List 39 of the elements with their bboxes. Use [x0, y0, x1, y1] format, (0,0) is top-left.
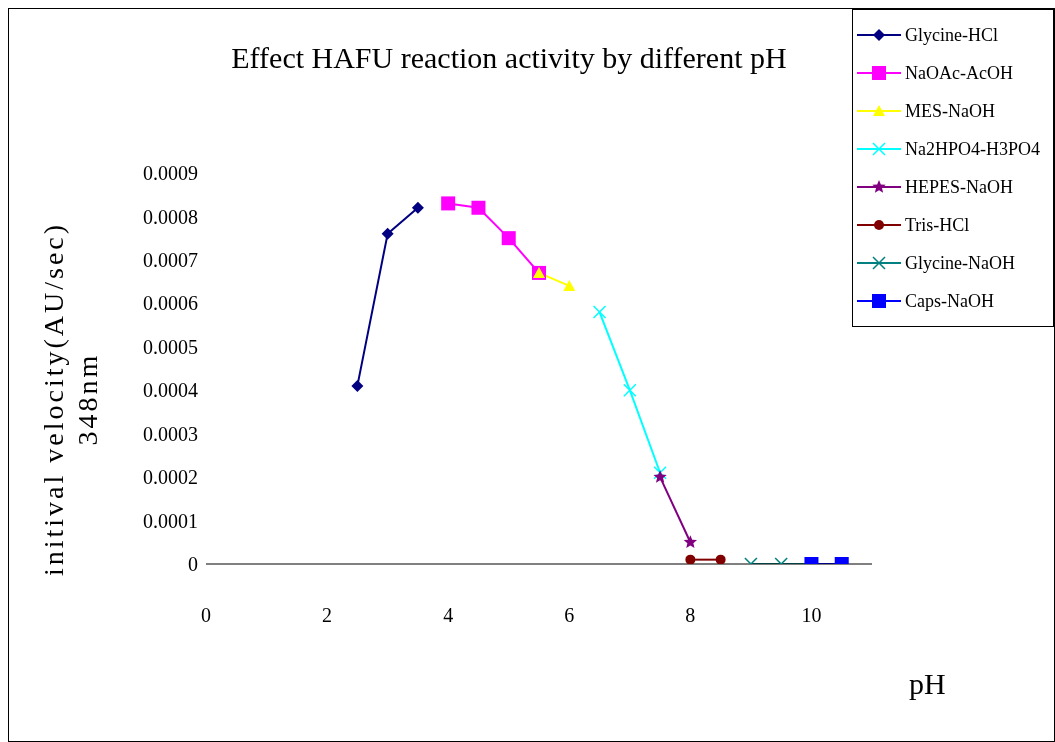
point	[683, 535, 698, 548]
y-tick-label: 0.0007	[143, 248, 198, 271]
point	[441, 196, 456, 211]
legend-label: Tris-HCl	[905, 214, 970, 236]
x-tick-label: 2	[322, 604, 333, 626]
x-axis-title: pH	[909, 667, 946, 701]
point	[653, 466, 667, 480]
point	[501, 231, 516, 246]
y-tick-label: 0.0006	[143, 292, 198, 315]
legend-label: Glycine-HCl	[905, 24, 998, 46]
legend-label: Caps-NaOH	[905, 290, 994, 312]
point	[685, 554, 696, 564]
y-tick-label: 0.0001	[143, 509, 198, 532]
chart-title: Effect HAFU reaction activity by different pH	[231, 41, 787, 74]
point	[623, 383, 637, 397]
y-tick-label: 0	[188, 553, 198, 576]
legend-label: HEPES-NaOH	[905, 176, 1013, 198]
legend-label: NaOAc-AcOH	[905, 62, 1013, 84]
point	[381, 227, 394, 240]
y-tick-label: 0.0003	[143, 422, 198, 445]
x-tick-label: 4	[443, 604, 454, 626]
point	[592, 305, 607, 319]
point	[411, 201, 424, 214]
point	[715, 554, 726, 564]
y-axis-title: initival velocity(AU/sec) 348nm	[37, 221, 104, 577]
x-tick-label: 10	[801, 604, 822, 626]
x-tick-label: 8	[685, 604, 696, 626]
point	[471, 200, 486, 215]
legend-label: Na2HPO4-H3PO4	[905, 138, 1040, 160]
x-tick-label: 6	[564, 604, 575, 626]
y-tick-label: 0.0002	[143, 466, 198, 489]
y-tick-label: 0.0005	[143, 335, 198, 358]
point	[653, 470, 667, 483]
y-tick-label: 0.0004	[143, 379, 198, 402]
legend-label: Glycine-NaOH	[905, 252, 1015, 274]
point	[351, 379, 364, 392]
y-tick-label: 0.0008	[143, 205, 198, 228]
legend-label: MES-NaOH	[905, 100, 995, 122]
y-tick-label: 0.0009	[143, 162, 198, 185]
